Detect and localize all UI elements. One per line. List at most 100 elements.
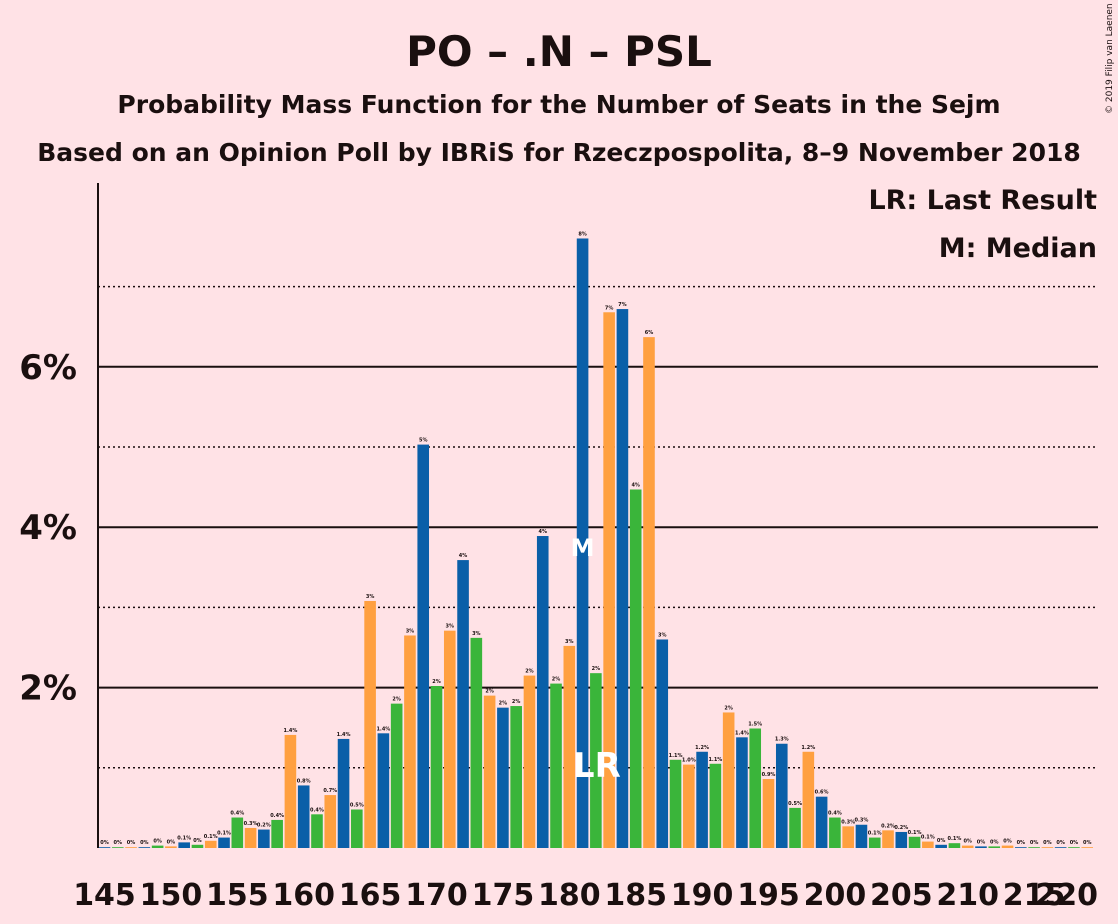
bar xyxy=(722,712,735,848)
bar-data-label: 4% xyxy=(459,553,468,559)
bar-data-label: 0.4% xyxy=(230,811,244,817)
bar-data-label: 3% xyxy=(406,628,415,634)
median-marker: M xyxy=(571,534,595,562)
bar xyxy=(908,836,921,848)
bar xyxy=(603,312,615,848)
bar-data-label: 0.3% xyxy=(841,819,855,825)
x-tick-label: 185 xyxy=(604,878,667,913)
bar-data-label: 1.0% xyxy=(682,758,696,764)
bar xyxy=(1028,847,1040,848)
bar-data-label: 7% xyxy=(605,305,614,311)
bar xyxy=(948,843,961,848)
bars xyxy=(98,238,1094,849)
bar-data-label: 8% xyxy=(578,231,587,237)
y-tick-label: 6% xyxy=(19,348,77,388)
bar xyxy=(337,738,350,848)
bar xyxy=(922,841,934,848)
bar xyxy=(802,751,815,848)
bar-data-label: 0.9% xyxy=(762,772,776,778)
bar-data-label: 0.6% xyxy=(815,790,829,796)
bar-data-label: 0% xyxy=(1083,840,1092,846)
bar xyxy=(868,837,881,848)
bar-data-label: 1.5% xyxy=(748,722,762,728)
chart-subtitle: Probability Mass Function for the Number… xyxy=(117,90,1000,119)
x-tick-label: 150 xyxy=(140,878,203,913)
bar xyxy=(271,819,283,848)
x-tick-label: 170 xyxy=(405,878,468,913)
bar xyxy=(351,809,363,848)
bar-data-label: 3% xyxy=(658,632,667,638)
bar-data-label: 0.3% xyxy=(244,821,258,827)
bar xyxy=(98,847,111,848)
bar xyxy=(895,831,908,848)
bar-data-label: 2% xyxy=(432,679,441,685)
bar-data-label: 1.1% xyxy=(669,753,683,759)
bar xyxy=(497,707,509,848)
bar-data-label: 0.4% xyxy=(270,813,284,819)
bar-data-label: 0.4% xyxy=(310,807,324,813)
last-result-marker: LR xyxy=(573,746,621,786)
bar-data-label: 0.5% xyxy=(350,803,364,809)
x-tick-labels: 145 150 155 160 165 170 175 180 185 190 195 200 205 2… xyxy=(73,878,1098,913)
bar xyxy=(709,763,722,848)
bar xyxy=(696,751,708,848)
bar-data-label: 2% xyxy=(392,697,401,703)
legend-median: M: Median xyxy=(939,233,1097,264)
bar xyxy=(390,703,403,848)
x-tick-label: 145 xyxy=(73,878,136,913)
bar-data-label: 0% xyxy=(1070,840,1079,846)
bar-data-label: 1.4% xyxy=(376,726,390,732)
bar-data-label: 0.8% xyxy=(297,778,311,784)
bar xyxy=(258,829,270,848)
bar xyxy=(510,706,522,848)
x-tick-label: 190 xyxy=(671,878,734,913)
markers: LR M xyxy=(571,534,621,786)
bar-data-label: 1.4% xyxy=(735,730,749,736)
bar xyxy=(125,847,137,848)
bar xyxy=(1015,847,1027,848)
bar xyxy=(988,846,1001,848)
bar-data-label: 4% xyxy=(538,529,547,535)
bar-data-label: 0% xyxy=(963,839,972,845)
bar xyxy=(1054,847,1067,848)
bar xyxy=(151,845,164,848)
bar-data-label: 0% xyxy=(937,838,946,844)
bar xyxy=(244,827,257,848)
y-tick-labels: 2% 4% 6% xyxy=(19,348,77,709)
bar-data-label: 2% xyxy=(485,689,494,695)
bar xyxy=(775,743,788,848)
y-tick-label: 4% xyxy=(19,508,77,548)
bar xyxy=(576,238,589,849)
chart-subtitle-2: Based on an Opinion Poll by IBRiS for Rz… xyxy=(37,138,1081,167)
bar-data-label: 0.2% xyxy=(894,825,908,831)
x-tick-label: 220 xyxy=(1035,878,1098,913)
x-tick-label: 160 xyxy=(272,878,335,913)
bar-data-label: 3% xyxy=(366,594,375,600)
bar-data-label: 0.2% xyxy=(881,823,895,829)
bar xyxy=(815,796,828,848)
bar xyxy=(550,683,562,848)
x-tick-label: 180 xyxy=(538,878,601,913)
bar xyxy=(683,764,695,848)
x-tick-label: 195 xyxy=(737,878,800,913)
x-tick-label: 205 xyxy=(870,878,933,913)
bar xyxy=(842,826,854,848)
bar-data-label: 0.7% xyxy=(323,788,337,794)
bar xyxy=(178,842,190,848)
y-tick-label: 2% xyxy=(19,669,77,709)
bar-data-label: 1.2% xyxy=(695,745,709,751)
bar-data-label: 5% xyxy=(419,438,428,444)
bar xyxy=(523,675,536,848)
bar xyxy=(1068,847,1080,848)
bar-data-label: 2% xyxy=(552,677,561,683)
bar xyxy=(470,637,483,848)
bar xyxy=(204,840,217,848)
bar xyxy=(563,645,576,848)
bar-data-label: 0.2% xyxy=(257,823,271,829)
chart-title: PO – .N – PSL xyxy=(406,27,712,76)
bar xyxy=(789,807,801,848)
bar xyxy=(297,785,310,848)
bar xyxy=(404,635,416,848)
bar xyxy=(1081,847,1094,848)
